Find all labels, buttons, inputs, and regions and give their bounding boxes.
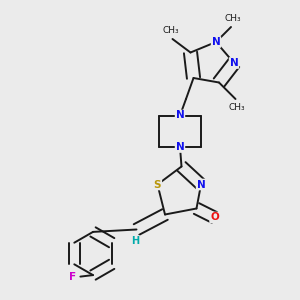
Text: F: F xyxy=(69,272,76,282)
Text: CH₃: CH₃ xyxy=(224,14,241,23)
Text: O: O xyxy=(210,212,219,223)
Text: N: N xyxy=(212,37,220,47)
Text: S: S xyxy=(154,179,161,190)
Text: N: N xyxy=(176,110,184,121)
Text: N: N xyxy=(176,142,184,152)
Text: CH₃: CH₃ xyxy=(163,26,179,35)
Text: CH₃: CH₃ xyxy=(229,103,245,112)
Text: N: N xyxy=(196,179,206,190)
Text: N: N xyxy=(230,58,238,68)
Text: H: H xyxy=(131,236,139,246)
